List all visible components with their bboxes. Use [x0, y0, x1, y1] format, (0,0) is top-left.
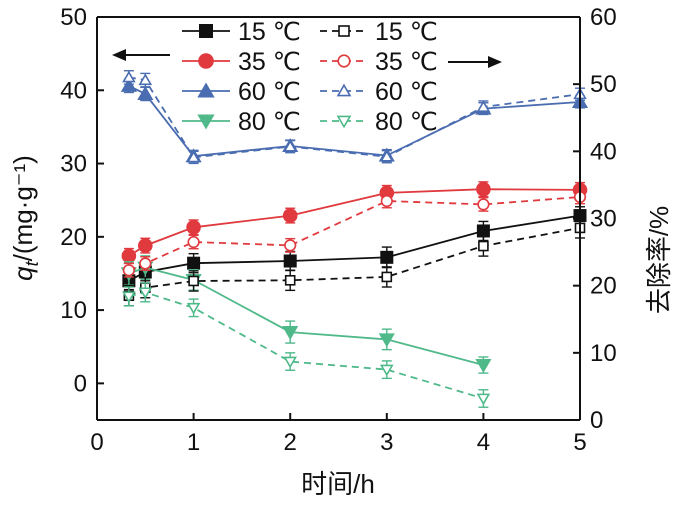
- y-axis-left-title: qt/(mg·g⁻¹): [8, 155, 42, 281]
- legend-label-left: 60 ℃: [238, 78, 301, 106]
- legend-marker-filled: [197, 114, 215, 130]
- y-left-tick-label: 40: [60, 77, 87, 104]
- data-point: [284, 274, 296, 286]
- arrow-right-indicator: [448, 56, 502, 68]
- data-point: [137, 86, 154, 100]
- arrow-left-indicator: [112, 49, 170, 61]
- x-tick-label: 3: [380, 429, 393, 456]
- series-line: [128, 291, 484, 400]
- data-point: [120, 77, 137, 92]
- data-point: [478, 240, 489, 252]
- legend-entry: 80 ℃ 80 ℃: [182, 108, 438, 136]
- x-tick-label: 1: [187, 429, 200, 456]
- x-tick-label: 5: [573, 429, 586, 456]
- legend-marker-filled: [199, 24, 213, 38]
- data-point: [122, 70, 136, 83]
- series-line: [193, 279, 484, 366]
- legend-marker-filled: [197, 82, 215, 98]
- legend-marker-open: [336, 115, 352, 129]
- data-point: [122, 291, 136, 304]
- legend-marker-open: [338, 25, 350, 37]
- data-point: [282, 208, 298, 223]
- data-point: [476, 100, 491, 112]
- y-left-tick-label: 0: [74, 370, 87, 397]
- legend-label-left: 35 ℃: [238, 48, 301, 76]
- y-right-tick-label: 10: [590, 340, 617, 367]
- data-point: [476, 224, 490, 238]
- data-point: [188, 275, 199, 287]
- x-tick-label: 4: [477, 429, 490, 456]
- data-point: [187, 256, 201, 270]
- y-right-tick-label: 30: [590, 206, 617, 233]
- series-right-8: [122, 282, 491, 408]
- data-point: [284, 239, 297, 252]
- data-point: [121, 248, 137, 264]
- legend-entry: 60 ℃ 60 ℃: [182, 78, 438, 106]
- data-point: [475, 359, 492, 373]
- data-point: [186, 219, 201, 235]
- legend-label-right: 60 ℃: [375, 78, 438, 106]
- y-right-tick-label: 40: [590, 138, 617, 165]
- y-right-tick-label: 20: [590, 273, 617, 300]
- data-point: [381, 271, 393, 283]
- x-tick-label: 0: [90, 429, 103, 456]
- y-left-tick-label: 30: [60, 151, 87, 178]
- legend-entry: 15 ℃ 15 ℃: [182, 18, 438, 46]
- legend: 15 ℃ 15 ℃35 ℃ 35 ℃60 ℃ 60 ℃80 ℃ 80 ℃: [182, 18, 438, 136]
- series-right-7: [122, 70, 587, 165]
- data-point: [138, 287, 153, 300]
- series-line: [128, 76, 581, 159]
- legend-label-left: 15 ℃: [238, 18, 301, 46]
- y-right-tick-label: 50: [590, 71, 617, 98]
- series-left-1: [121, 181, 588, 264]
- y-left-tick-label: 50: [60, 4, 87, 31]
- x-axis-title: 时间/h: [301, 469, 375, 499]
- data-point: [283, 254, 297, 268]
- data-point: [186, 150, 201, 163]
- legend-label-left: 80 ℃: [238, 108, 301, 136]
- data-point: [380, 149, 394, 162]
- data-point: [283, 139, 297, 152]
- y-right-tick-label: 0: [590, 407, 603, 434]
- data-point: [476, 181, 491, 197]
- data-point: [187, 235, 200, 249]
- legend-label-right: 35 ℃: [375, 48, 438, 76]
- data-point: [138, 238, 153, 253]
- y-left-tick-label: 20: [60, 224, 87, 251]
- data-point: [477, 198, 490, 211]
- legend-entry: 35 ℃ 35 ℃: [182, 48, 438, 76]
- y-left-tick-label: 10: [60, 297, 87, 324]
- legend-marker-open: [337, 54, 351, 68]
- data-point: [186, 302, 201, 315]
- y-axis-right-title: 去除率/%: [644, 206, 674, 314]
- legend-label-right: 15 ℃: [375, 18, 438, 46]
- data-point: [139, 257, 152, 270]
- data-point: [380, 364, 394, 377]
- data-point: [138, 73, 153, 86]
- data-point: [476, 393, 491, 406]
- data-point: [380, 194, 393, 208]
- data-point: [380, 250, 394, 264]
- data-point: [122, 264, 135, 277]
- series-right-6: [122, 189, 587, 278]
- y-right-tick-label: 60: [590, 4, 617, 31]
- legend-marker-open: [336, 83, 352, 97]
- x-tick-label: 2: [284, 429, 297, 456]
- legend-marker-filled: [198, 53, 214, 69]
- series-left-4: [185, 269, 492, 374]
- data-point: [378, 333, 395, 348]
- data-point: [283, 356, 297, 369]
- legend-label-right: 80 ℃: [375, 108, 438, 136]
- data-point: [282, 326, 299, 340]
